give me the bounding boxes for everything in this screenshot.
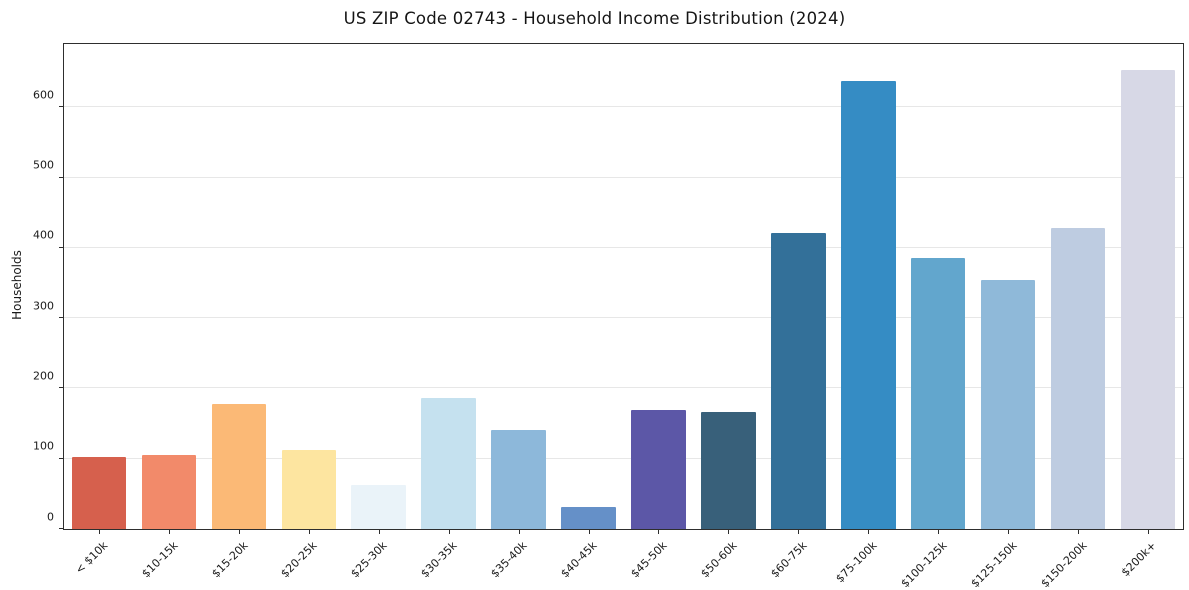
bar-slot	[484, 44, 554, 529]
bar-slot	[624, 44, 694, 529]
bar-20-25k	[281, 449, 337, 529]
gridline	[64, 387, 1183, 389]
y-tick-label: 400	[33, 228, 54, 242]
y-tick-label: 0	[47, 510, 54, 523]
x-tick-mark	[658, 530, 660, 534]
x-tick-label: $40-45k	[558, 539, 600, 581]
y-tick-label: 200	[33, 369, 54, 383]
bar-60-75k	[771, 233, 826, 529]
bar-25-30k	[351, 485, 406, 529]
x-tick-label: $50-60k	[698, 539, 740, 581]
bar-150-200k	[1050, 228, 1106, 529]
y-tick-mark	[59, 317, 63, 319]
bar-slot	[903, 44, 973, 529]
x-tick-label: $150-200k	[1038, 539, 1090, 590]
gridline	[64, 317, 1183, 319]
x-tick-label: $75-100k	[833, 539, 880, 586]
bar-75-100k	[841, 80, 896, 529]
gridline	[64, 246, 1183, 248]
x-tick-mark	[448, 530, 450, 534]
bar-125-150k	[980, 280, 1036, 529]
bar-slot	[1043, 44, 1113, 529]
bar-30-35k	[421, 397, 476, 529]
bar-200k	[1120, 70, 1176, 529]
x-tick-mark	[98, 530, 100, 534]
bar-slot	[554, 44, 624, 529]
bar-35-40k	[491, 429, 546, 529]
x-tick-mark	[728, 530, 730, 534]
y-tick-label: 100	[33, 439, 54, 453]
bar-slot	[274, 44, 344, 529]
y-tick-mark	[59, 528, 63, 529]
x-tick-label: $15-20k	[208, 539, 251, 581]
bar-45-50k	[631, 409, 686, 529]
bar-15-20k	[211, 403, 267, 529]
bar-slot	[693, 44, 763, 529]
x-tick-mark	[938, 530, 940, 534]
bar-100-125k	[910, 258, 966, 529]
x-tick-label: $35-40k	[488, 539, 530, 581]
y-axis-label: Households	[10, 250, 24, 320]
y-tick-mark	[59, 246, 63, 248]
bar-slot	[833, 44, 903, 529]
y-tick-mark	[59, 457, 63, 459]
x-tick-mark	[378, 530, 380, 534]
bar-slot	[344, 44, 414, 529]
bar-slot	[973, 44, 1043, 529]
chart-title: US ZIP Code 02743 - Household Income Dis…	[343, 9, 846, 28]
x-tick-mark	[168, 530, 170, 534]
bar-slot	[1113, 44, 1183, 529]
y-tick-mark	[59, 176, 63, 178]
x-tick-label: $30-35k	[418, 539, 460, 581]
x-tick-label: $60-75k	[768, 539, 810, 581]
x-tick-mark	[308, 530, 310, 534]
bar-10-15k	[141, 455, 197, 529]
x-tick-label: $45-50k	[628, 539, 670, 581]
x-tick-label: $25-30k	[348, 539, 390, 581]
gridline	[64, 457, 1183, 459]
x-tick-label: $100-125k	[898, 539, 950, 590]
bar-slot	[204, 44, 274, 529]
bar-slot	[64, 44, 134, 529]
x-tick-label: $20-25k	[278, 539, 320, 581]
bars-layer	[64, 44, 1183, 529]
x-tick-mark	[238, 530, 240, 534]
x-tick-label: < $10k	[72, 539, 111, 577]
y-tick-mark	[59, 106, 63, 108]
plot-area: 0 100 200 300 400 500 600 < $10k $10-15k $15-20k…	[33, 43, 1184, 590]
y-tick-label: 600	[33, 88, 54, 102]
y-tick-label: 300	[33, 299, 54, 313]
gridline	[64, 176, 1183, 178]
bar-40-45k	[561, 506, 616, 529]
bar-slot	[134, 44, 204, 529]
y-tick-label: 500	[33, 158, 54, 172]
gridline	[64, 106, 1183, 108]
x-tick-label: $125-150k	[968, 539, 1020, 590]
x-tick-mark	[588, 530, 590, 534]
x-tick-mark	[1148, 530, 1150, 534]
bar-50-60k	[701, 411, 756, 529]
bar-10k	[71, 456, 127, 529]
y-tick-mark	[59, 387, 63, 389]
bar-slot	[763, 44, 833, 529]
x-tick-label: $200k+	[1119, 539, 1160, 580]
x-tick-label: $10-15k	[138, 539, 181, 581]
x-tick-mark	[868, 530, 870, 534]
x-tick-mark	[518, 530, 520, 534]
bar-slot	[414, 44, 484, 529]
x-tick-mark	[798, 530, 800, 534]
x-tick-mark	[1008, 530, 1010, 534]
x-tick-mark	[1078, 530, 1080, 534]
